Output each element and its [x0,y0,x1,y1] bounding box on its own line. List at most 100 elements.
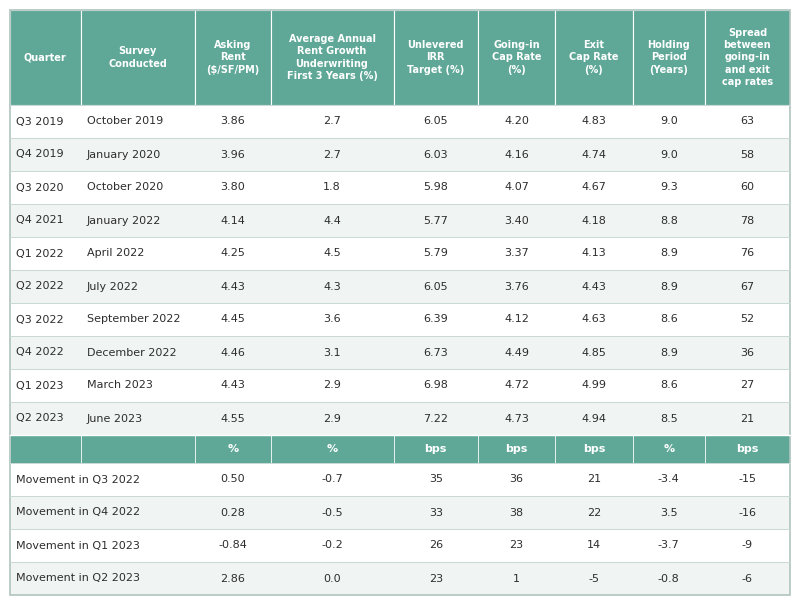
Bar [195,303,270,336]
Bar [195,496,270,529]
Text: Q2 2023: Q2 2023 [16,414,64,424]
Text: 2.9: 2.9 [323,414,341,424]
Bar [705,270,790,303]
Text: 23: 23 [429,573,442,583]
Text: 36: 36 [741,347,754,358]
Text: 4.13: 4.13 [582,249,606,259]
Text: Q4 2019: Q4 2019 [16,150,64,160]
Text: 33: 33 [429,508,442,517]
Text: %: % [663,444,674,454]
Text: 6.05: 6.05 [423,281,448,291]
Bar [555,496,633,529]
Bar [270,270,394,303]
Bar [10,402,81,435]
Text: Going-in
Cap Rate
(%): Going-in Cap Rate (%) [492,40,542,75]
Bar [10,171,81,204]
Bar [555,463,633,496]
Text: 3.40: 3.40 [504,216,529,225]
Bar [705,369,790,402]
Text: 7.22: 7.22 [423,414,448,424]
Text: 4.63: 4.63 [582,315,606,324]
Bar [705,463,790,496]
Bar [10,336,81,369]
Bar [555,529,633,562]
Bar [10,138,81,171]
Bar [394,369,478,402]
Text: 4.43: 4.43 [220,380,245,390]
Text: 63: 63 [741,116,754,126]
Text: 35: 35 [429,474,442,485]
Bar [478,463,555,496]
Bar [270,138,394,171]
Bar [705,402,790,435]
Text: 3.76: 3.76 [504,281,529,291]
Bar [555,303,633,336]
Text: Q4 2022: Q4 2022 [16,347,64,358]
Bar [633,562,705,595]
Text: March 2023: March 2023 [86,380,152,390]
Bar [705,105,790,138]
Bar [394,105,478,138]
Text: 6.03: 6.03 [423,150,448,160]
Bar [705,336,790,369]
Bar [81,303,195,336]
Bar [10,562,195,595]
Bar [705,562,790,595]
Text: 4.55: 4.55 [220,414,245,424]
Text: 5.98: 5.98 [423,182,448,193]
Bar [270,336,394,369]
Text: Q4 2021: Q4 2021 [16,216,64,225]
Text: 14: 14 [587,541,601,551]
Bar [195,237,270,270]
Bar [81,369,195,402]
Bar [10,496,195,529]
Bar [555,402,633,435]
Bar [394,10,478,105]
Bar [10,529,195,562]
Bar [555,204,633,237]
Text: 4.83: 4.83 [582,116,606,126]
Text: 0.0: 0.0 [323,573,341,583]
Text: 9.3: 9.3 [660,182,678,193]
Bar [394,529,478,562]
Text: 3.6: 3.6 [323,315,341,324]
Text: 8.8: 8.8 [660,216,678,225]
Bar [633,270,705,303]
Bar [633,463,705,496]
Text: Movement in Q3 2022: Movement in Q3 2022 [16,474,140,485]
Text: 58: 58 [740,150,754,160]
Text: 26: 26 [429,541,442,551]
Bar [555,562,633,595]
Bar [81,138,195,171]
Bar [270,496,394,529]
Bar [81,171,195,204]
Bar [10,204,81,237]
Text: 4.74: 4.74 [582,150,606,160]
Text: 6.73: 6.73 [423,347,448,358]
Bar [10,303,81,336]
Text: 3.1: 3.1 [323,347,341,358]
Text: -0.2: -0.2 [321,541,343,551]
Bar [394,336,478,369]
Text: July 2022: July 2022 [86,281,138,291]
Text: 3.37: 3.37 [504,249,529,259]
Bar [555,138,633,171]
Text: 4.5: 4.5 [323,249,341,259]
Text: 4.12: 4.12 [504,315,529,324]
Text: 8.9: 8.9 [660,281,678,291]
Text: Asking
Rent
($/SF/PM): Asking Rent ($/SF/PM) [206,40,259,75]
Bar [478,402,555,435]
Text: bps: bps [425,444,447,454]
Text: bps: bps [736,444,758,454]
Text: October 2020: October 2020 [86,182,162,193]
Text: -0.7: -0.7 [321,474,343,485]
Bar [633,529,705,562]
Text: 4.4: 4.4 [323,216,341,225]
Bar [555,237,633,270]
Bar [270,529,394,562]
Bar [555,369,633,402]
Bar [394,435,478,463]
Text: -0.5: -0.5 [322,508,343,517]
Bar [270,237,394,270]
Bar [633,435,705,463]
